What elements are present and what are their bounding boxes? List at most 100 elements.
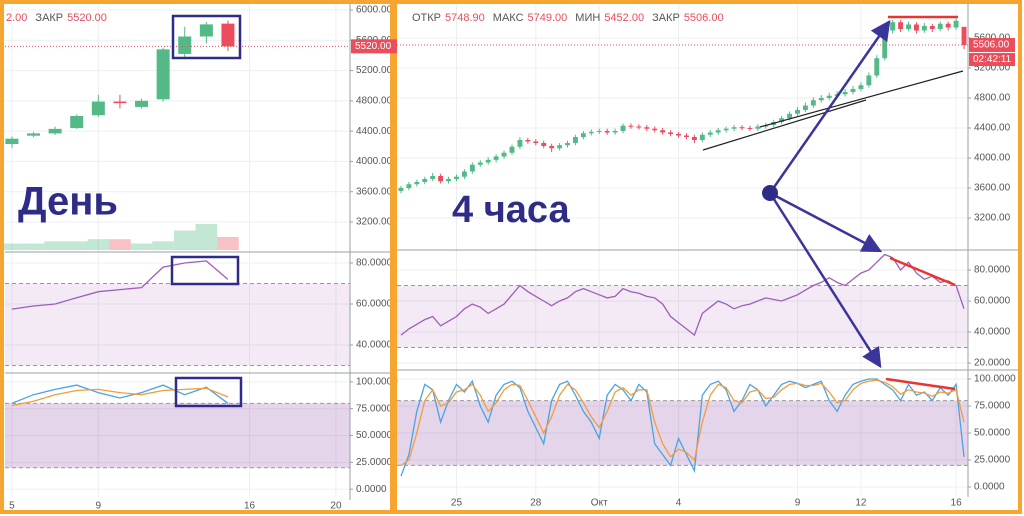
indicator-band bbox=[5, 283, 350, 366]
candle-body bbox=[945, 23, 951, 28]
divergence-line bbox=[889, 256, 956, 287]
x-tick-label: 4 bbox=[676, 498, 682, 509]
candle-body bbox=[723, 128, 729, 131]
candle-body bbox=[620, 125, 626, 131]
x-tick-label: 12 bbox=[855, 498, 867, 509]
price-tag-label: 5506.00 bbox=[973, 40, 1010, 51]
candle-body bbox=[199, 24, 213, 37]
arrow bbox=[768, 192, 882, 369]
candle-body bbox=[890, 22, 896, 31]
candle-body bbox=[810, 100, 816, 106]
indicator-line bbox=[400, 253, 965, 337]
candle-body bbox=[937, 23, 943, 29]
candle-body bbox=[557, 145, 563, 149]
background-layer: 3200.00 3600.00 4000.00 4400.00 4800.00 5200.… bbox=[1, 5, 1016, 512]
legend-name: ЗАКР bbox=[35, 12, 63, 24]
candle-body bbox=[135, 100, 149, 107]
x-tick-label: 16 bbox=[951, 498, 963, 509]
candle-body bbox=[755, 126, 761, 129]
candle-body bbox=[501, 152, 507, 157]
candle-body bbox=[898, 22, 904, 29]
volume-bar bbox=[44, 241, 66, 250]
candle-body bbox=[747, 127, 753, 129]
candle-body bbox=[48, 128, 62, 134]
candle-body bbox=[596, 130, 602, 132]
y-tick-label: 4400.00 bbox=[356, 126, 393, 137]
candle-body bbox=[866, 75, 872, 86]
y-tick-label: 0.0000 bbox=[356, 484, 387, 495]
candle-body bbox=[398, 187, 404, 191]
candle-body bbox=[541, 142, 547, 146]
y-tick-label: 3600.00 bbox=[356, 186, 393, 197]
candle-body bbox=[787, 113, 793, 119]
trend-line bbox=[702, 99, 867, 151]
legend-name: ЗАКР bbox=[652, 12, 680, 24]
candle-body bbox=[961, 26, 967, 46]
y-tick-label: 4800.00 bbox=[356, 95, 393, 106]
y-tick-label: 50.0000 bbox=[356, 430, 393, 441]
candle-body bbox=[929, 25, 935, 29]
divergence-line bbox=[885, 377, 956, 391]
y-tick-label: 4000.00 bbox=[974, 153, 1011, 164]
candle-body bbox=[588, 131, 594, 134]
candle-body bbox=[715, 130, 721, 133]
volume-bar bbox=[217, 237, 239, 250]
y-tick-label: 50.0000 bbox=[974, 428, 1011, 439]
legend-name: МИН bbox=[575, 12, 600, 24]
candle-body bbox=[874, 58, 880, 76]
candle-body bbox=[454, 176, 459, 179]
x-tick-label: 9 bbox=[795, 498, 801, 509]
candle-body bbox=[5, 138, 19, 145]
x-tick-label: 16 bbox=[244, 501, 256, 512]
candle-body bbox=[525, 139, 531, 142]
arrow bbox=[769, 191, 883, 253]
y-tick-label: 60.0000 bbox=[356, 299, 393, 310]
y-tick-label: 4000.00 bbox=[356, 156, 393, 167]
candle-body bbox=[802, 105, 808, 110]
y-tick-label: 20.0000 bbox=[974, 358, 1011, 369]
legend-value: 5452.00 bbox=[604, 12, 644, 24]
candle-body bbox=[684, 135, 689, 137]
highlight-box bbox=[170, 255, 240, 286]
candle-body bbox=[612, 130, 618, 133]
candle-body bbox=[461, 171, 467, 177]
y-tick-label: 0.0000 bbox=[974, 482, 1005, 493]
trend-line bbox=[759, 70, 964, 128]
candle-body bbox=[699, 134, 705, 140]
legend-value: 5748.90 bbox=[445, 12, 485, 24]
y-tick-label: 5200.00 bbox=[974, 63, 1011, 74]
timeframe-label: 4 часа bbox=[452, 189, 570, 231]
x-tick-label: 25 bbox=[451, 498, 463, 509]
candle-body bbox=[818, 97, 824, 101]
highlight-box bbox=[174, 376, 243, 408]
y-tick-label: 80.0000 bbox=[356, 258, 393, 269]
y-tick-label: 75.0000 bbox=[356, 403, 393, 414]
candle-body bbox=[953, 20, 959, 28]
y-tick-label: 40.0000 bbox=[356, 340, 393, 351]
candle-body bbox=[660, 130, 666, 133]
candle-body bbox=[156, 49, 170, 100]
y-tick-label: 60.0000 bbox=[974, 296, 1011, 307]
indicator-band bbox=[397, 285, 968, 348]
timeframe-label: День bbox=[18, 180, 118, 224]
indicator-line bbox=[400, 379, 965, 466]
y-tick-label: 6000.00 bbox=[356, 5, 393, 16]
candle-body bbox=[221, 23, 235, 47]
indicator-line bbox=[11, 384, 229, 404]
candle-body bbox=[517, 139, 523, 147]
y-tick-label: 25.0000 bbox=[974, 455, 1011, 466]
candle-body bbox=[858, 85, 864, 89]
candle-body bbox=[842, 91, 848, 95]
indicator-line bbox=[11, 387, 229, 407]
candle-body bbox=[644, 127, 650, 129]
candle-body bbox=[691, 136, 697, 140]
arrow-origin bbox=[762, 185, 778, 201]
legend-name: МАКС bbox=[493, 12, 524, 24]
candle-body bbox=[70, 115, 84, 129]
countdown-label: 02:42:11 bbox=[973, 54, 1012, 65]
price-tag bbox=[351, 39, 397, 54]
candle-body bbox=[668, 132, 674, 134]
volume-bar bbox=[22, 243, 45, 250]
candle-body bbox=[438, 175, 444, 182]
y-tick-label: 3200.00 bbox=[356, 217, 393, 228]
